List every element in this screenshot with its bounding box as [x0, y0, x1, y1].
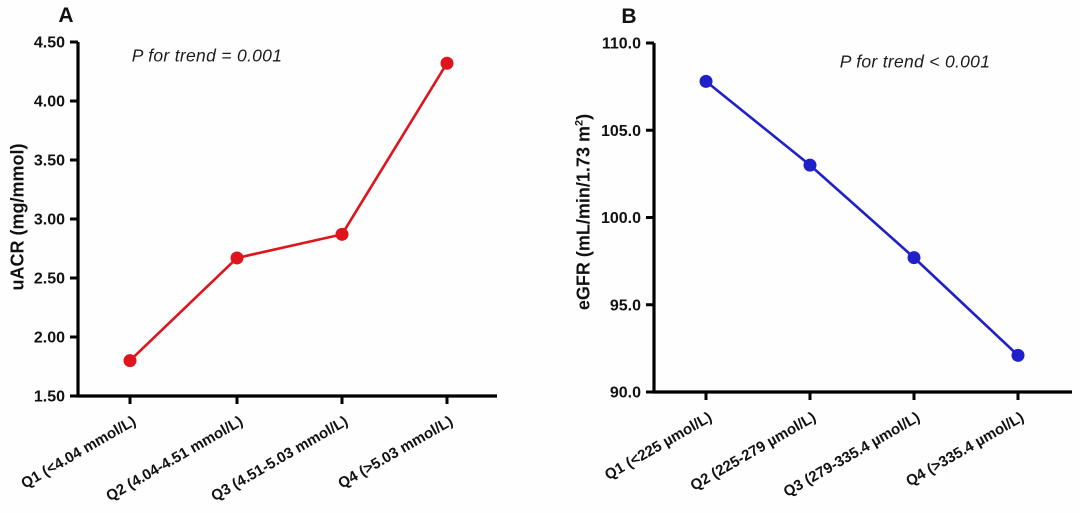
panel-b-y-tick-label: 95.0: [610, 297, 641, 314]
panel-b-p-for-trend-annotation: P for trend < 0.001: [839, 51, 991, 72]
panel-b-data-point: [1011, 348, 1025, 362]
panel-a-y-tick-label: 4.50: [34, 35, 65, 52]
panel-a-y-tick-label: 2.50: [34, 271, 65, 288]
panel-a-y-tick-label: 3.50: [34, 153, 65, 170]
panel-a-x-tick-label: Q4 (>5.03 mmol/L): [335, 413, 456, 493]
panel-b-data-line: [705, 80, 1019, 357]
panel-b-data-point: [803, 158, 817, 172]
panel-a-data-point: [230, 251, 244, 265]
panel-b-y-tick-label: 90.0: [610, 385, 641, 402]
panel-b-y-tick-label: 100.0: [601, 210, 641, 227]
panel-a-y-tick-label: 1.50: [34, 389, 65, 406]
panel-b-letter: B: [621, 5, 637, 28]
panel-b-y-tick-label: 110.0: [602, 36, 641, 53]
panel-a-data-point: [123, 354, 137, 368]
panel-b-data-point: [907, 251, 921, 265]
panel-a-data-point: [335, 227, 349, 241]
panel-a-y-tick-label: 3.00: [34, 212, 65, 229]
panel-b-data-point: [699, 74, 713, 88]
panel-b-y-tick-label: 105.0: [601, 123, 641, 140]
panel-a-p-for-trend-annotation: P for trend = 0.001: [131, 45, 283, 66]
panel-a-y-tick-label: 2.00: [34, 330, 65, 347]
panel-b-x-tick-label: Q4 (>335.4 µmol/L): [903, 409, 1027, 490]
panel-a-data-point: [440, 56, 454, 70]
panel-a-data-line: [129, 62, 449, 362]
panel-a-y-tick-label: 4.00: [34, 94, 65, 111]
panel-a-letter: A: [58, 4, 74, 27]
